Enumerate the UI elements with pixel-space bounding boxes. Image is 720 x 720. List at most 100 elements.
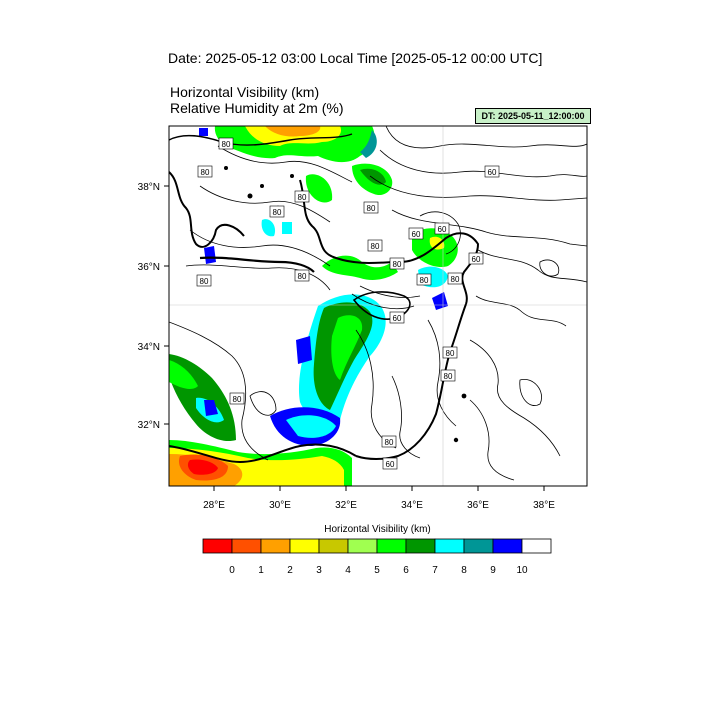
contour-label-box — [389, 311, 405, 324]
contour-label-text: 80 — [385, 438, 394, 447]
contour-label: 80 — [389, 257, 405, 270]
contour-label: 60 — [468, 252, 484, 265]
contour-label: 80 — [196, 274, 212, 287]
vis-fill-rhodes-green — [305, 174, 333, 203]
vis-fill-cyan-spot-2 — [282, 222, 292, 234]
contour-label: 80 — [229, 392, 245, 405]
contour-label-text: 80 — [222, 140, 231, 149]
coastline-turkey — [299, 179, 480, 305]
contour-label: 80 — [447, 272, 463, 285]
contour-label-box — [389, 257, 405, 270]
colorbar-swatch — [231, 538, 262, 554]
map-gridlines — [169, 126, 587, 486]
colorbar-swatch — [202, 538, 233, 554]
contour-label-text: 80 — [393, 260, 402, 269]
colorbar-swatch — [434, 538, 465, 554]
colorbar-label: 5 — [374, 565, 380, 576]
rh-contour — [249, 391, 277, 416]
colorbar-swatch — [260, 538, 291, 554]
rh-contour — [519, 378, 542, 406]
contour-label-text: 80 — [446, 349, 455, 358]
lat-tick-label: 34°N — [138, 342, 160, 353]
contour-label-text: 60 — [412, 230, 421, 239]
contour-label-box — [468, 252, 484, 265]
lat-axis: 38°N 36°N 34°N 32°N — [138, 182, 169, 431]
contour-label-text: 80 — [273, 208, 282, 217]
contour-label: 60 — [484, 165, 500, 178]
coastline-aegean-north — [169, 133, 353, 146]
contour-label-box — [442, 346, 458, 359]
island — [290, 174, 294, 178]
vis-fill-nile-blue — [296, 336, 312, 364]
rh-contour — [391, 375, 421, 459]
vis-fill-ne-dkgreen — [360, 168, 386, 185]
colorbar-swatch — [492, 538, 523, 554]
contour-label-text: 80 — [371, 242, 380, 251]
colorbar-label: 6 — [403, 565, 409, 576]
contour-label-text: 60 — [393, 314, 402, 323]
lon-tick-label: 28°E — [203, 500, 225, 511]
vis-fill-levant-blue — [432, 292, 448, 310]
contour-label-box — [484, 165, 500, 178]
colorbar-label: 10 — [516, 565, 528, 576]
contour-label-box — [434, 222, 450, 235]
colorbar-swatch — [405, 538, 436, 554]
contour-label-text: 60 — [472, 255, 481, 264]
lon-tick-label: 38°E — [533, 500, 555, 511]
map-plot: 80 80 80 80 80 80 80 60 60 80 80 80 80 60 60 80 80 80 80 60… — [169, 126, 587, 486]
vis-fill-levant-yellow — [429, 236, 445, 250]
contour-label-box — [363, 201, 379, 214]
lon-tick-label: 30°E — [269, 500, 291, 511]
colorbar-label: 0 — [229, 565, 235, 576]
lon-tick-label: 32°E — [335, 500, 357, 511]
dt-badge: DT: 2025-05-11_12:00:00 — [475, 108, 591, 124]
lat-tick-label: 38°N — [138, 182, 160, 193]
island — [260, 184, 264, 188]
contour-label-box — [382, 457, 398, 470]
rh-contour — [185, 264, 331, 291]
contour-label: 80 — [197, 165, 213, 178]
contour-label-box — [294, 190, 310, 203]
coastline-cyprus — [352, 291, 411, 320]
contour-label-box — [294, 269, 310, 282]
island — [224, 166, 228, 170]
rh-contour — [477, 249, 587, 283]
contour-label: 80 — [294, 190, 310, 203]
contour-label: 80 — [363, 201, 379, 214]
rh-contours — [169, 126, 587, 481]
rh-contour — [359, 285, 421, 298]
vis-fill-north-teal — [360, 130, 377, 158]
date-title: Date: 2025-05-12 03:00 Local Time [2025-… — [168, 50, 543, 66]
contour-label: 80 — [367, 239, 383, 252]
contour-label-box — [218, 137, 234, 150]
contour-label-text: 80 — [201, 168, 210, 177]
contour-label-text: 80 — [367, 204, 376, 213]
rh-contour — [469, 339, 561, 457]
contour-label-text: 80 — [233, 395, 242, 404]
colorbar-swatch — [376, 538, 407, 554]
rh-contour — [539, 259, 560, 277]
colorbar-swatch — [289, 538, 320, 554]
colorbar-swatch — [521, 538, 552, 554]
lon-axis: 28°E 30°E 32°E 34°E 36°E 38°E — [203, 486, 555, 511]
contour-label-text: 80 — [420, 276, 429, 285]
rh-contour — [469, 399, 515, 481]
contour-label: 80 — [269, 205, 285, 218]
colorbar-title: Horizontal Visibility (km) — [324, 524, 431, 535]
rh-contour — [217, 145, 353, 183]
rh-contour — [475, 295, 567, 327]
lon-tick-label: 36°E — [467, 500, 489, 511]
contour-label: 60 — [382, 457, 398, 470]
island — [461, 393, 467, 399]
contour-label: 60 — [408, 227, 424, 240]
coastline-greece — [169, 171, 245, 248]
contour-label: 60 — [389, 311, 405, 324]
contour-label: 80 — [440, 369, 456, 382]
vis-fill-delta-cyan — [286, 415, 336, 438]
vis-fill-west-blue — [204, 400, 218, 416]
contour-label: 80 — [416, 273, 432, 286]
contour-label-box — [447, 272, 463, 285]
contour-label-text: 80 — [444, 372, 453, 381]
contour-label-box — [381, 435, 397, 448]
contour-label-text: 60 — [488, 168, 497, 177]
